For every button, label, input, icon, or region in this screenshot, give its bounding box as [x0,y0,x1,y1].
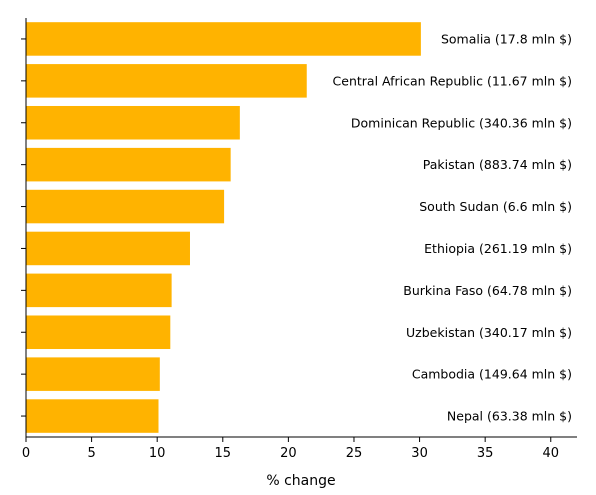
x-tick-label-8: 40 [542,446,559,461]
category-label-4: South Sudan (6.6 mln $) [419,199,572,214]
bar-5 [26,231,190,266]
category-labels-group: Somalia (17.8 mln $) Central African Repu… [333,31,572,423]
bar-6 [26,273,172,308]
category-label-0: Somalia (17.8 mln $) [441,31,572,46]
x-tick-label-4: 20 [280,446,297,461]
bar-1 [26,64,307,98]
category-label-2: Dominican Republic (340.36 mln $) [351,115,572,130]
x-tick-label-0: 0 [22,446,30,461]
category-label-6: Burkina Faso (64.78 mln $) [403,283,572,298]
bar-0 [26,22,421,56]
x-tick-label-1: 5 [87,446,95,461]
category-label-8: Cambodia (149.64 mln $) [412,367,572,382]
x-tick-label-5: 25 [346,446,363,461]
x-tick-label-3: 15 [215,446,232,461]
x-tick-label-2: 10 [149,446,166,461]
bar-2 [26,105,240,140]
bar-7 [26,315,171,350]
category-label-9: Nepal (63.38 mln $) [447,409,572,424]
x-tick-label-7: 35 [477,446,494,461]
category-label-1: Central African Republic (11.67 mln $) [333,73,572,88]
category-label-3: Pakistan (883.74 mln $) [423,157,572,172]
category-label-5: Ethiopia (261.19 mln $) [424,241,572,256]
bar-9 [26,399,159,433]
axes-group: 0 5 10 15 20 25 30 35 40 [21,18,577,461]
x-axis-title: % change [266,473,335,489]
bar-8 [26,357,160,391]
bar-4 [26,189,225,224]
bars-group [26,22,421,433]
x-tick-label-6: 30 [411,446,428,461]
bar-3 [26,147,231,182]
category-label-7: Uzbekistan (340.17 mln $) [406,325,572,340]
